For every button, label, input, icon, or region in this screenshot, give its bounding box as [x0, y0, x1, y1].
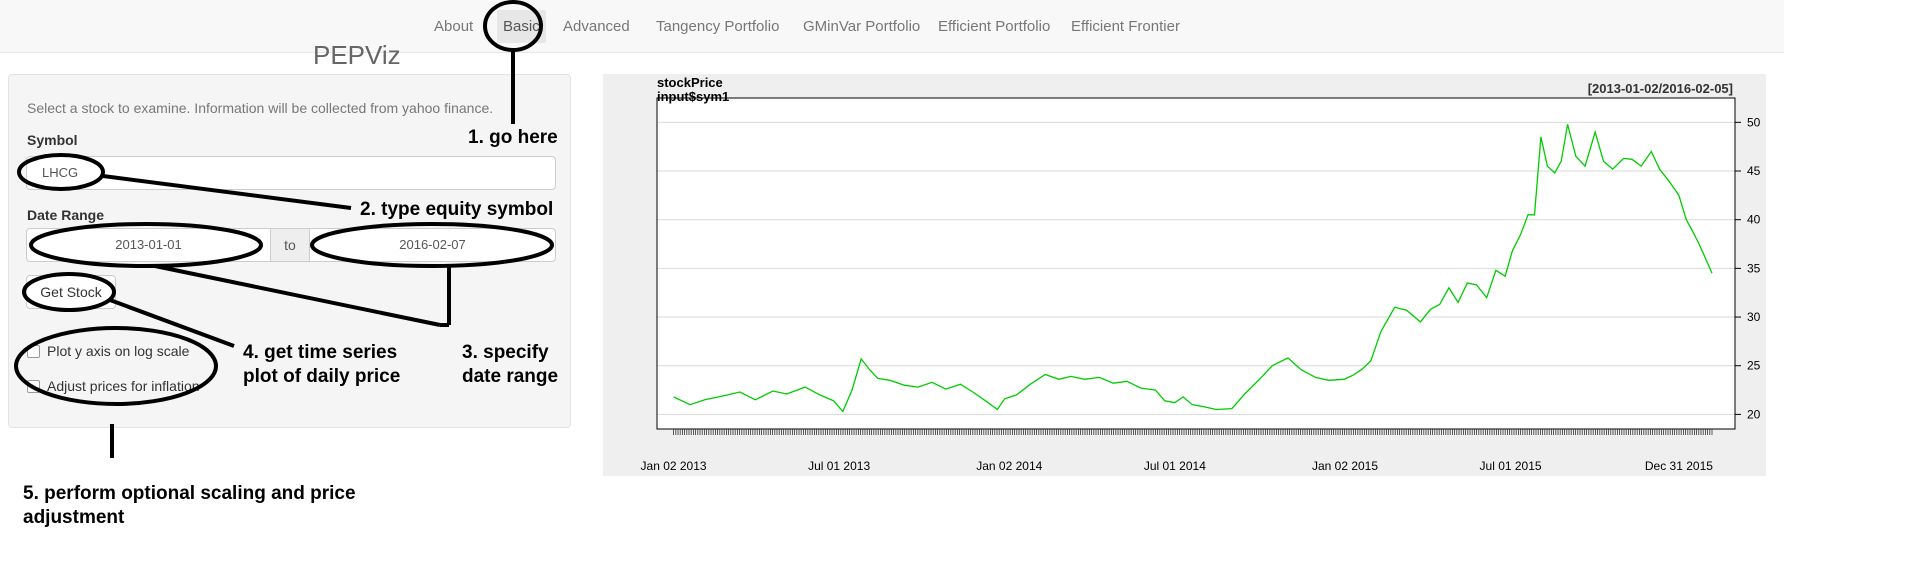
x-tick-label: Jul 01 2015 — [1480, 459, 1542, 473]
annotation-step5-line2: adjustment — [23, 507, 125, 528]
app-title: PEPViz — [313, 40, 401, 70]
nav-advanced[interactable]: Advanced — [563, 18, 630, 35]
x-tick-label: Dec 31 2015 — [1645, 459, 1713, 473]
end-date-input[interactable]: 2016-02-07 — [309, 228, 556, 262]
x-tick-label: Jan 02 2015 — [1312, 459, 1378, 473]
x-tick-label: Jan 02 2014 — [976, 459, 1042, 473]
nav-efficient-frontier[interactable]: Efficient Frontier — [1071, 18, 1180, 35]
y-tick-label: 35 — [1747, 261, 1761, 275]
annotation-step1: 1. go here — [468, 127, 558, 148]
annotation-step3: 3. specify date range — [462, 341, 558, 389]
annotation-circle-start-date — [29, 222, 263, 268]
date-range-label: Date Range — [27, 207, 105, 223]
annotation-step5-line1: 5. perform optional scaling and price — [23, 483, 356, 504]
chart-subtitle: input$sym1 — [657, 89, 729, 104]
x-tick-label: Jul 01 2014 — [1144, 459, 1206, 473]
annotation-step4: 4. get time series plot of daily price — [243, 341, 400, 389]
annotation-circle-symbol — [17, 153, 105, 191]
symbol-input[interactable]: LHCG — [26, 156, 556, 190]
plot-border — [656, 97, 1736, 430]
x-minor-ticks — [673, 429, 1713, 435]
annotation-line-step2 — [102, 174, 352, 210]
nav-about[interactable]: About — [434, 18, 474, 35]
annotation-step4-line2: plot of daily price — [243, 366, 401, 387]
annotation-step2: 2. type equity symbol — [360, 199, 554, 220]
price-line — [673, 124, 1713, 413]
top-navbar: About Basic Advanced Tangency Portfolio … — [0, 0, 1784, 53]
log-scale-label: Plot y axis on log scale — [47, 343, 190, 359]
symbol-label: Symbol — [27, 132, 78, 148]
annotation-step5: 5. perform optional scaling and price ad… — [23, 482, 356, 530]
symbol-value: LHCG — [42, 165, 79, 180]
chart-date-range: [2013-01-02/2016-02-05] — [1588, 81, 1733, 96]
y-tick-label: 50 — [1747, 115, 1761, 129]
y-tick-label: 40 — [1747, 213, 1761, 227]
annotation-step3-line2: date range — [462, 366, 559, 387]
start-date-input[interactable]: 2013-01-01 — [26, 228, 271, 262]
end-date-value: 2016-02-07 — [399, 237, 466, 252]
chart-title: stockPrice — [657, 75, 723, 90]
annotation-circle-get-stock — [22, 272, 116, 312]
annotation-circle-basic-tab — [483, 0, 543, 52]
annotation-circle-checkboxes — [14, 326, 218, 406]
annotation-circle-end-date — [310, 222, 554, 268]
plot-area — [657, 98, 1735, 429]
y-tick-label: 25 — [1747, 359, 1761, 373]
annotation-step3-line1: 3. specify — [462, 342, 549, 363]
y-tick-label: 45 — [1747, 164, 1761, 178]
start-date-value: 2013-01-01 — [115, 237, 182, 252]
nav-tangency-portfolio[interactable]: Tangency Portfolio — [656, 18, 780, 35]
annotation-line-step3-left — [154, 264, 441, 327]
nav-gminvar-portfolio[interactable]: GMinVar Portfolio — [803, 18, 921, 35]
nav-efficient-portfolio[interactable]: Efficient Portfolio — [938, 18, 1051, 35]
annotation-step4-line1: 4. get time series — [243, 342, 398, 363]
annotation-line-step4 — [109, 298, 235, 348]
x-tick-label: Jan 02 2013 — [641, 459, 707, 473]
intro-text: Select a stock to examine. Information w… — [27, 100, 494, 116]
y-tick-label: 20 — [1747, 407, 1761, 421]
y-tick-label: 30 — [1747, 310, 1761, 324]
x-tick-label: Jul 01 2013 — [808, 459, 870, 473]
inflation-label: Adjust prices for inflation — [47, 378, 200, 394]
